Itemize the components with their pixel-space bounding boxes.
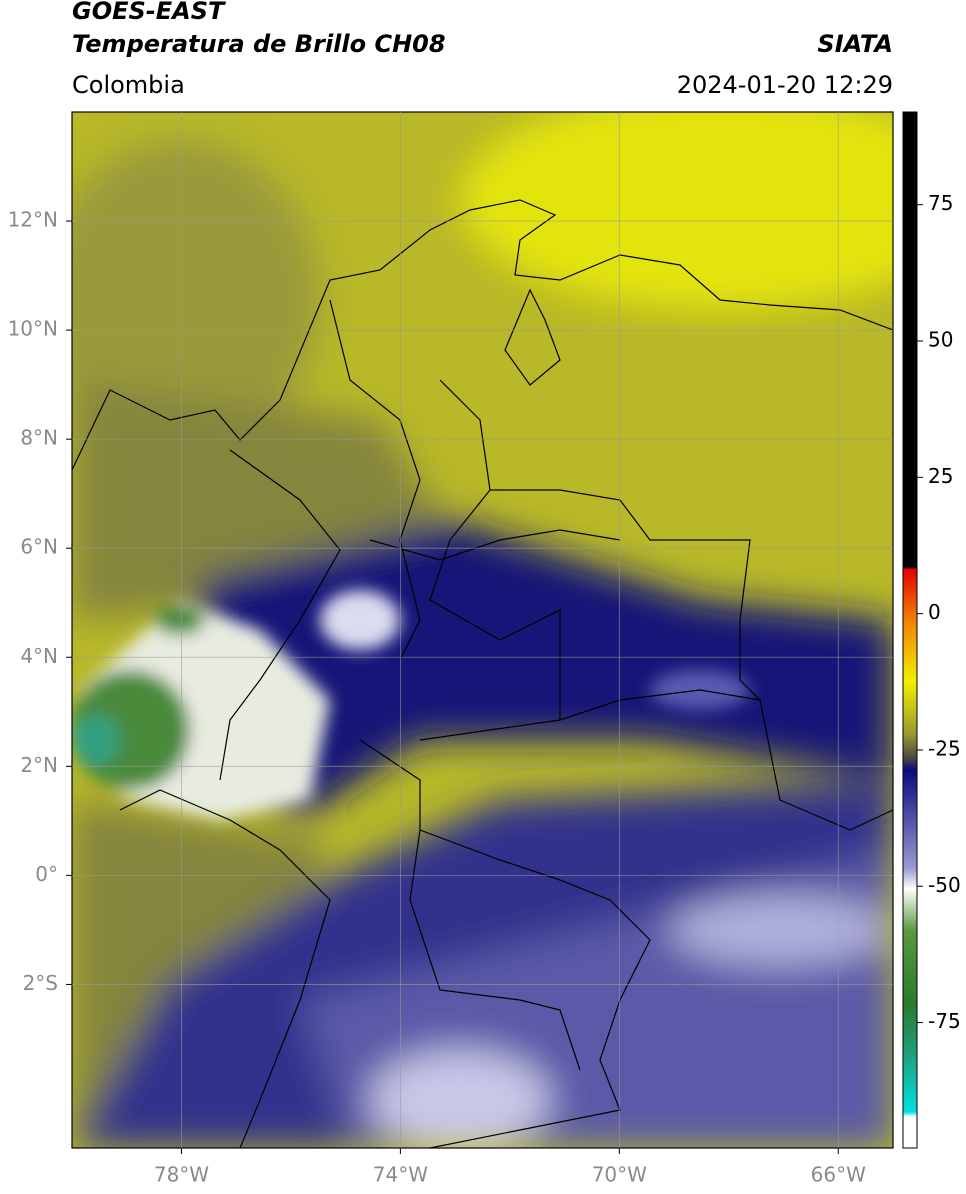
colorbar	[902, 111, 918, 1149]
x-tick-label: 66°W	[811, 1163, 866, 1187]
colorbar-tick-label: 0	[928, 600, 941, 624]
colorbar-tick-label: 50	[928, 328, 953, 352]
title: GOES-EAST	[72, 0, 226, 25]
map-frame	[71, 111, 894, 1149]
y-tick-label: 8°N	[20, 426, 58, 450]
y-tick-label: 2°N	[20, 753, 58, 777]
y-tick-label: 0°	[35, 862, 58, 886]
colorbar-tick-label: -25	[928, 736, 961, 760]
y-tick-label: 12°N	[8, 208, 58, 232]
colorbar-tick-label: 25	[928, 464, 953, 488]
y-tick-label: 10°N	[8, 317, 58, 341]
region: Colombia	[72, 71, 185, 99]
x-tick-label: 70°W	[592, 1163, 647, 1187]
y-tick-label: 4°N	[20, 644, 58, 668]
subtitle: Temperatura de Brillo CH08	[72, 30, 446, 58]
colorbar-tick-label: -50	[928, 873, 961, 897]
x-tick-label: 78°W	[154, 1163, 209, 1187]
x-tick-label: 74°W	[373, 1163, 428, 1187]
colorbar-tick-label: -75	[928, 1009, 961, 1033]
source: SIATA	[817, 30, 893, 58]
satellite-image	[72, 112, 893, 1148]
y-tick-label: 2°S	[23, 971, 58, 995]
y-tick-label: 6°N	[20, 535, 58, 559]
colorbar-tick-label: 75	[928, 191, 953, 215]
timestamp: 2024-01-20 12:29	[677, 71, 893, 99]
